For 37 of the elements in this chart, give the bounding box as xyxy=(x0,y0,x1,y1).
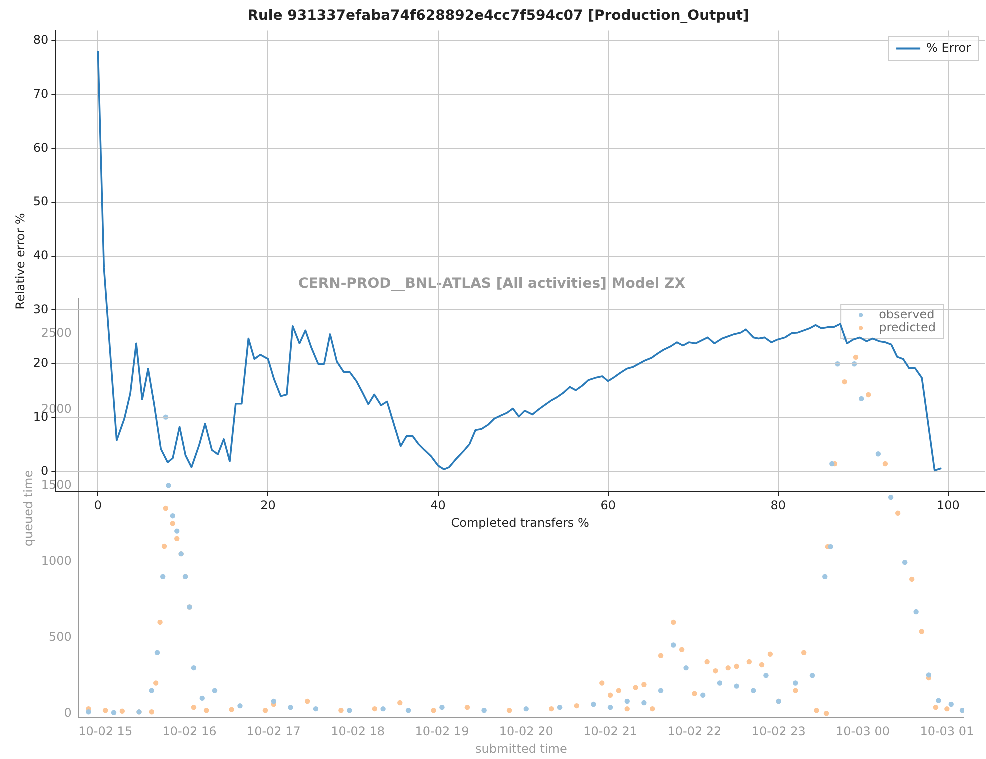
x-tick-label: 10-02 19 xyxy=(415,724,470,739)
y-tick-label: 50 xyxy=(33,194,49,209)
x-tick-label: 10-02 20 xyxy=(499,724,554,739)
y-tick-label: 1000 xyxy=(41,554,72,568)
x-tick-label: 10-02 17 xyxy=(246,724,301,739)
x-tick-label: 10-02 22 xyxy=(668,724,722,739)
x-tick-label: 10-03 00 xyxy=(836,724,890,739)
chart-title: Rule 931337efaba74f628892e4cc7f594c07 [Production_Output] xyxy=(248,8,750,24)
x-tick-label: 80 xyxy=(770,498,786,513)
y-tick-label: 30 xyxy=(33,302,49,316)
x-axis-title: submitted time xyxy=(476,742,568,756)
y-tick-label: 70 xyxy=(33,86,49,101)
y-tick-label: 20 xyxy=(33,356,49,370)
x-tick-label: 60 xyxy=(600,498,616,513)
x-tick-label: 10-02 18 xyxy=(331,724,386,739)
y-tick-label: 500 xyxy=(49,630,72,644)
legend-label: predicted xyxy=(879,320,936,334)
chart-title: CERN-PROD__BNL-ATLAS [All activities] Model ZX xyxy=(298,276,686,292)
legend-label: observed xyxy=(879,307,935,322)
y-axis-title: Relative error % xyxy=(13,213,28,310)
y-axis-title: queued time xyxy=(21,470,36,547)
x-tick-label: 10-02 16 xyxy=(162,724,217,739)
x-tick-label: 10-02 21 xyxy=(584,724,638,739)
y-tick-label: 80 xyxy=(33,33,49,48)
x-tick-label: 100 xyxy=(936,498,960,513)
y-tick-label: 0 xyxy=(41,464,49,478)
y-tick-label: 40 xyxy=(33,248,49,263)
legend-label: % Error xyxy=(926,40,972,55)
x-tick-label: 20 xyxy=(260,498,276,513)
y-tick-label: 0 xyxy=(64,706,72,720)
x-tick-label: 10-02 15 xyxy=(78,724,133,739)
x-tick-label: 0 xyxy=(94,498,102,513)
x-axis-title: Completed transfers % xyxy=(451,516,590,530)
y-tick-label: 60 xyxy=(33,140,49,155)
x-tick-label: 40 xyxy=(430,498,446,513)
x-tick-label: 10-03 01 xyxy=(920,724,974,739)
x-tick-label: 10-02 23 xyxy=(752,724,806,739)
